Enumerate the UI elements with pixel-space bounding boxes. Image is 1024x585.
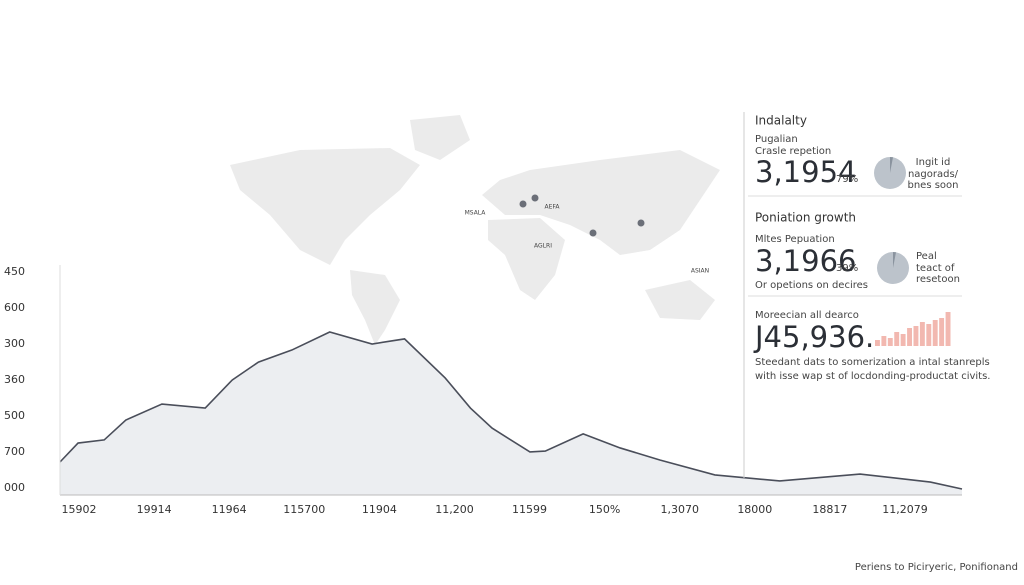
spark-bar bbox=[894, 332, 900, 346]
x-tick-label: 11,2079 bbox=[882, 503, 928, 516]
card-sublabel: Crasle repetion bbox=[755, 146, 831, 157]
spark-bar bbox=[887, 338, 893, 346]
area-fill bbox=[60, 331, 962, 495]
x-tick-label: 11599 bbox=[512, 503, 547, 516]
map-label: ASIAN bbox=[691, 268, 709, 275]
map-points bbox=[519, 194, 645, 237]
spark-bar bbox=[900, 334, 906, 346]
x-tick-label: 1,3070 bbox=[660, 503, 699, 516]
x-tick-label: 150% bbox=[589, 503, 620, 516]
x-tick-label: 15902 bbox=[62, 503, 97, 516]
x-tick-label: 18817 bbox=[812, 503, 847, 516]
map-label: AEFA bbox=[545, 204, 561, 211]
spark-bar bbox=[939, 318, 945, 346]
card-description: with isse wap st of locdonding-productat… bbox=[755, 371, 990, 382]
card-value: 3,1954 bbox=[755, 155, 856, 189]
area-line bbox=[59, 331, 963, 490]
x-tick-label: 115700 bbox=[283, 503, 325, 516]
spark-bar bbox=[913, 326, 919, 346]
pie-icon-slice bbox=[890, 157, 893, 173]
sparkbars bbox=[875, 312, 951, 346]
spark-bar bbox=[881, 336, 887, 346]
x-tick-label: 18000 bbox=[737, 503, 772, 516]
y-tick-label: 600 bbox=[4, 301, 25, 314]
spark-bar bbox=[945, 312, 951, 346]
panel-title: Indalalty bbox=[755, 114, 807, 128]
card-description: Steedant dats to somerization a intal st… bbox=[755, 357, 990, 368]
card-value: 3,1966 bbox=[755, 244, 856, 278]
y-tick-label: 360 bbox=[4, 373, 25, 386]
card-sublabel: Or opetions on decires bbox=[755, 280, 868, 291]
x-tick-label: 19914 bbox=[137, 503, 172, 516]
map-label: AGLRI bbox=[534, 243, 552, 250]
world-map bbox=[230, 115, 720, 345]
card-label: Mltes Pepuation bbox=[755, 234, 835, 245]
spark-bar bbox=[875, 340, 880, 346]
y-tick-label: 450 bbox=[4, 265, 25, 278]
x-tick-label: 11904 bbox=[362, 503, 397, 516]
card-note: resetoon bbox=[916, 274, 960, 285]
card-note: teact of bbox=[916, 263, 955, 274]
card-label: Pugalian bbox=[755, 134, 798, 145]
x-tick-label: 11964 bbox=[212, 503, 247, 516]
y-tick-label: 700 bbox=[4, 445, 25, 458]
card-note: nagorads/ bbox=[908, 169, 959, 180]
card-note: bnes soon bbox=[907, 180, 958, 191]
card-title: Poniation growth bbox=[755, 211, 856, 225]
map-label: MSALA bbox=[465, 210, 487, 217]
card-note: Ingit id bbox=[916, 157, 951, 168]
area-chart: 450 600 300 360 500 700 000 15902 19914 11964 1157… bbox=[4, 265, 963, 516]
card-note: Peal bbox=[916, 251, 937, 262]
card-value: J45,936. bbox=[753, 320, 874, 354]
spark-bar bbox=[907, 328, 912, 346]
spark-bar bbox=[919, 322, 925, 346]
spark-bar bbox=[932, 320, 938, 346]
footer: Periens to Piciryeric, Ponifionand bbox=[855, 562, 1018, 573]
y-tick-label: 500 bbox=[4, 409, 25, 422]
y-tick-label: 000 bbox=[4, 481, 25, 494]
card-label: Moreecian all dearco bbox=[755, 310, 859, 321]
y-tick-label: 300 bbox=[4, 337, 25, 350]
card-pct: 39% bbox=[836, 263, 858, 274]
x-tick-label: 11,200 bbox=[435, 503, 474, 516]
pie-icon-slice bbox=[893, 252, 896, 268]
card-pct: 79% bbox=[836, 174, 858, 185]
spark-bar bbox=[926, 324, 932, 346]
